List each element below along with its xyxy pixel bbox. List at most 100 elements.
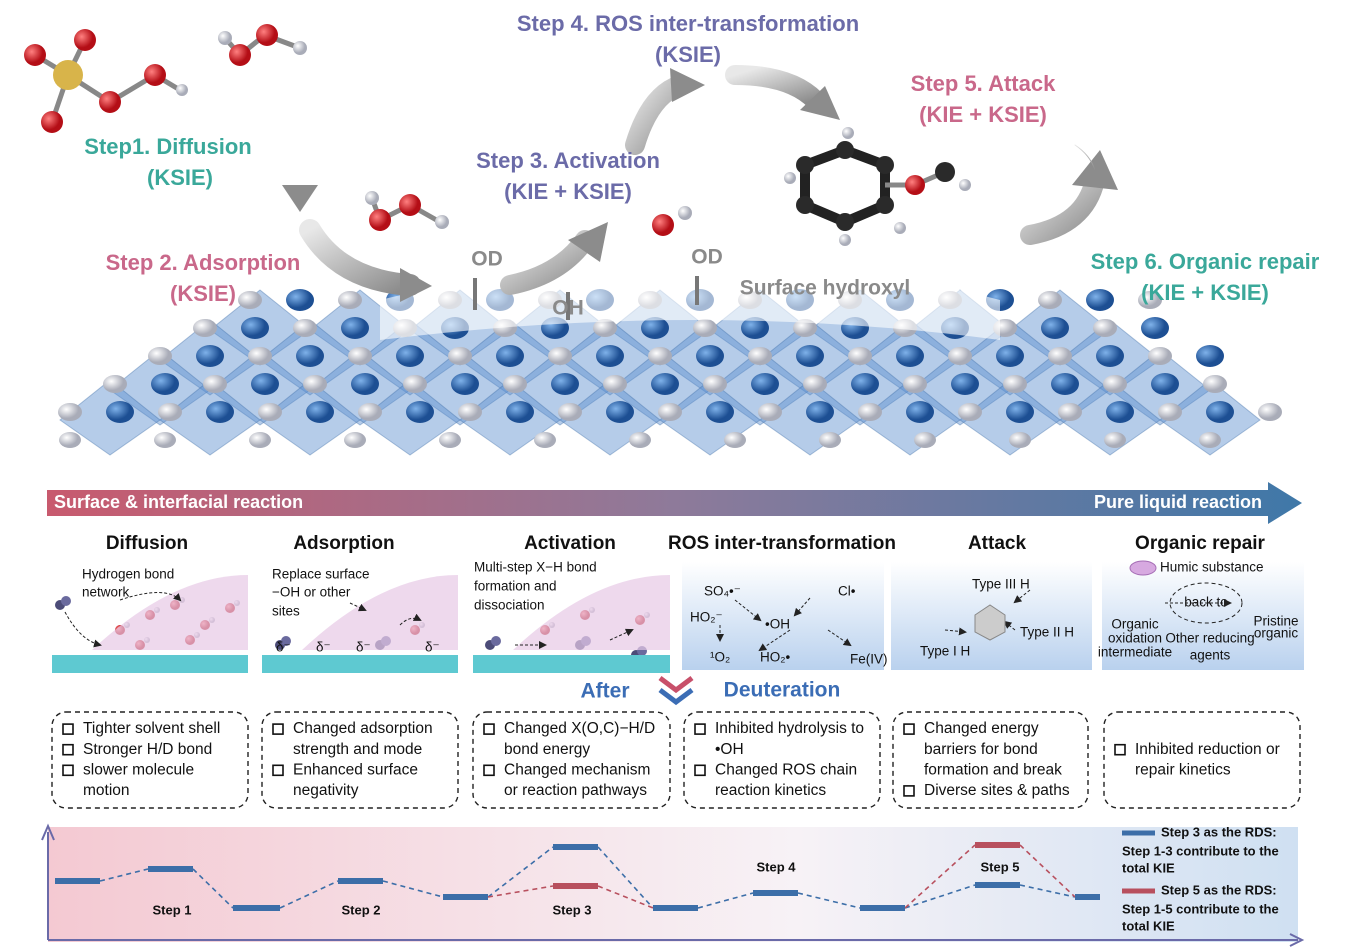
atom <box>218 31 232 45</box>
metal-atom <box>606 401 634 423</box>
oxygen-atom <box>1203 375 1227 393</box>
effect-text: Enhanced surface <box>293 761 418 778</box>
checkbox <box>903 723 915 735</box>
oxygen-atom <box>1138 291 1162 309</box>
panel-bg <box>1102 562 1304 670</box>
atom <box>842 127 854 139</box>
metal-atom <box>1096 345 1124 367</box>
oxygen-atom <box>858 403 882 421</box>
mini-arrow <box>793 597 811 617</box>
atom <box>41 111 63 133</box>
oxygen-atom <box>238 291 262 309</box>
arrow-head <box>400 268 432 302</box>
arrow-head <box>568 222 608 262</box>
flow-arrow <box>1074 144 1096 171</box>
metal-atom <box>1051 373 1079 395</box>
panel-label: Humic substance <box>1160 560 1264 575</box>
energy-path <box>487 846 554 898</box>
step-title: Step 2. Adsorption <box>106 250 301 275</box>
panel-label: HO₂⁻ <box>690 610 723 625</box>
mini-arrow <box>758 629 791 652</box>
oxygen-atom <box>903 375 927 393</box>
checkbox <box>483 723 495 735</box>
step-title: Step 6. Organic repair <box>1091 249 1320 274</box>
legend-title: Step 3 as the RDS: <box>1161 824 1277 839</box>
step-title: Step 5. Attack <box>911 71 1056 96</box>
metal-atom <box>1041 317 1069 339</box>
atom <box>876 156 894 174</box>
energy-path <box>1019 844 1076 898</box>
gradient-right: Pure liquid reaction <box>1094 492 1262 512</box>
panel-label: Type II H <box>1020 625 1074 640</box>
after-label: After <box>580 680 629 703</box>
panel-label: Organic <box>1111 617 1159 632</box>
panel-heading: Adsorption <box>293 533 394 554</box>
gradient-left: Surface & interfacial reaction <box>54 492 303 512</box>
surface-label: OD <box>471 248 503 271</box>
effect-text: Changed mechanism <box>504 761 650 778</box>
panel-label: intermediate <box>1098 645 1172 660</box>
flow-arrow <box>1020 170 1105 245</box>
atom <box>256 24 278 46</box>
oxygen-atom <box>948 347 972 365</box>
energy-path <box>1019 884 1076 898</box>
effect-box <box>683 711 881 809</box>
oxygen-atom <box>658 403 682 421</box>
oxygen-atom <box>1058 403 1082 421</box>
effect-text: Changed energy <box>924 720 1039 737</box>
panel-label: Type III H <box>972 577 1030 592</box>
oxygen-atom <box>558 403 582 421</box>
metal-atom <box>696 345 724 367</box>
surface-slab <box>262 655 458 673</box>
surface-label: OD <box>691 246 723 269</box>
step-title: Step1. Diffusion <box>84 134 251 159</box>
effect-text: Changed ROS chain <box>715 761 857 778</box>
oxygen-atom <box>203 375 227 393</box>
checkbox <box>694 764 706 777</box>
oxygen-atom <box>403 375 427 393</box>
humic-cloud <box>1129 560 1157 576</box>
panel-heading: Activation <box>524 533 616 554</box>
energy-path <box>904 844 976 909</box>
oxygen-atom <box>1104 432 1126 448</box>
atom <box>435 215 449 229</box>
oxygen-atom <box>758 403 782 421</box>
effect-text: bond energy <box>504 741 590 758</box>
metal-atom <box>896 345 924 367</box>
oxygen-atom <box>1148 347 1172 365</box>
panel-heading: ROS inter-transformation <box>668 533 896 554</box>
oxygen-atom <box>58 403 82 421</box>
mini-arrow <box>349 602 367 612</box>
oxygen-atom <box>724 432 746 448</box>
metal-atom <box>286 289 314 311</box>
metal-atom <box>1086 289 1114 311</box>
oxygen-atom <box>344 432 366 448</box>
panel-label: δ⁻ <box>276 640 291 655</box>
step-tag: (KSIE) <box>655 42 721 67</box>
surface-label: OH <box>552 297 584 320</box>
flow-arrow <box>725 65 825 110</box>
solvation-zone <box>92 575 248 650</box>
mini-arrow <box>64 611 102 648</box>
atom <box>53 60 83 90</box>
legend-title: Step 5 as the RDS: <box>1161 882 1277 897</box>
oxygen-atom <box>1038 291 1062 309</box>
energy-path <box>597 846 654 909</box>
step-tag: (KIE + KSIE) <box>919 102 1047 127</box>
effect-text: or reaction pathways <box>504 782 647 799</box>
energy-path <box>487 885 554 898</box>
panel-label: •OH <box>765 617 790 632</box>
energy-step-label: Step 3 <box>552 902 591 917</box>
energy-path <box>279 880 339 909</box>
metal-atom <box>951 373 979 395</box>
mini-arrow <box>827 629 852 647</box>
panel-label: back to <box>1184 595 1228 610</box>
panel-label: δ⁻ <box>425 640 440 655</box>
atom <box>144 64 166 86</box>
metal-atom <box>1106 401 1134 423</box>
panel-bg <box>682 562 884 670</box>
effect-text: Inhibited hydrolysis to <box>715 720 864 737</box>
oxygen-atom <box>1199 432 1221 448</box>
mini-arrow <box>734 599 762 622</box>
